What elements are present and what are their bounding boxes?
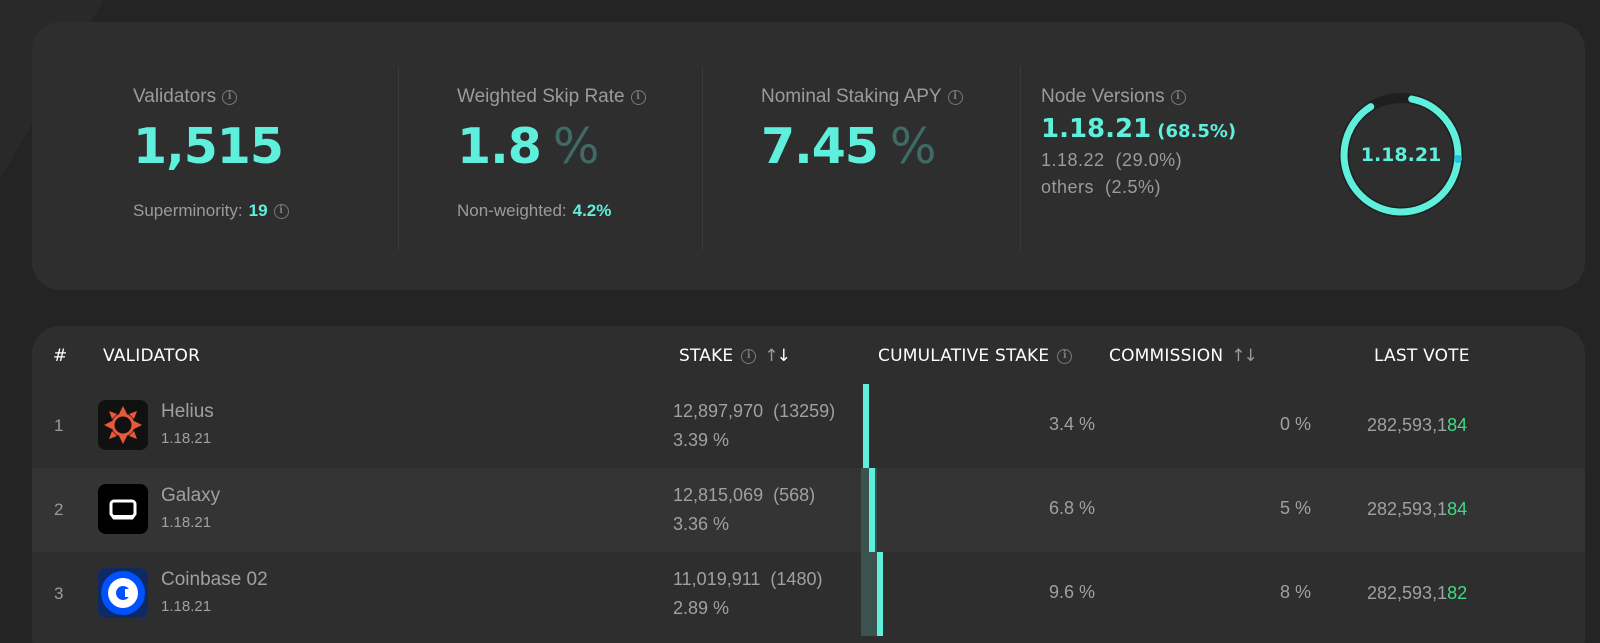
validators-count: 1,515 — [133, 118, 284, 175]
skip-rate-stat: Weighted Skip Rate i 1.8 % Non-weighted:… — [457, 86, 646, 221]
header-commission-label: COMMISSION — [1109, 346, 1224, 366]
cumulative-stake-bar — [863, 384, 869, 468]
validator-name[interactable]: Coinbase 02 — [161, 569, 268, 590]
table-row[interactable]: 2 Galaxy 1.18.21 12,815,069 (568) 3.36 % … — [32, 468, 1585, 552]
skip-rate-label: Weighted Skip Rate — [457, 86, 625, 107]
last-vote-prefix: 282,593,1 — [1367, 415, 1448, 435]
version-line: 1.18.22 (29.0%) — [1041, 150, 1183, 170]
validator-version: 1.18.21 — [161, 514, 212, 531]
info-icon[interactable]: i — [741, 348, 757, 364]
last-vote-tail: 84 — [1447, 499, 1468, 519]
table-row[interactable]: 3 Coinbase 02 1.18.21 11,019,911 (1480) 2… — [32, 552, 1585, 636]
sort-icon[interactable]: ↑↓ — [764, 346, 791, 366]
cumulative-stake-track — [861, 552, 877, 636]
stake-percent: 3.39 % — [673, 430, 730, 450]
node-versions-stat: Node Versions i 1.18.21 (68.5%) 1.18.22 (… — [1041, 86, 1236, 198]
delegator-count: (13259) — [773, 401, 836, 421]
cumulative-stake: 6.8 % — [1048, 498, 1095, 518]
header-validator: VALIDATOR — [103, 346, 201, 366]
stake-amount: 12,897,970 — [673, 401, 764, 421]
stake-amount: 11,019,911 — [673, 569, 761, 589]
info-icon[interactable]: i — [1170, 89, 1186, 105]
superminority-label: Superminority: — [133, 201, 243, 220]
ring-label: 1.18.21 — [1360, 144, 1442, 166]
version-ring-chart: 1.18.21 — [1336, 90, 1466, 220]
apy-label: Nominal Staking APY — [761, 86, 942, 107]
cumulative-stake: 3.4 % — [1048, 414, 1095, 434]
validator-name[interactable]: Helius — [161, 401, 214, 422]
info-icon[interactable]: i — [947, 89, 963, 105]
non-weighted-label: Non-weighted: — [457, 201, 567, 220]
commission: 8 % — [1279, 582, 1311, 602]
divider — [398, 66, 399, 250]
info-icon[interactable]: i — [222, 89, 238, 105]
main-version-pct: (68.5%) — [1157, 121, 1237, 142]
delegator-count: (568) — [773, 485, 816, 505]
info-icon[interactable]: i — [630, 89, 646, 105]
ring-svg — [1339, 93, 1463, 217]
last-vote-prefix: 282,593,1 — [1367, 499, 1448, 519]
galaxy-logo-icon — [98, 484, 148, 534]
non-weighted-value: 4.2% — [572, 201, 612, 220]
percent-unit: % — [552, 118, 600, 175]
header-stake[interactable]: STAKE i ↑↓ — [679, 346, 791, 366]
last-vote-tail: 82 — [1447, 583, 1468, 603]
header-rank: # — [53, 346, 68, 366]
sort-icon[interactable]: ↑↓ — [1231, 346, 1257, 366]
stake-percent: 3.36 % — [673, 514, 730, 534]
info-icon[interactable]: i — [273, 203, 289, 219]
header-stake-label: STAKE — [679, 346, 734, 366]
last-vote-tail: 84 — [1447, 415, 1468, 435]
version-line: others (2.5%) — [1041, 177, 1162, 197]
ring-marker — [1454, 155, 1462, 163]
header-cumulative-label: CUMULATIVE STAKE — [878, 346, 1050, 366]
divider — [702, 66, 703, 250]
superminority-value: 19 — [248, 201, 268, 220]
stake-percent: 2.89 % — [673, 598, 730, 618]
apy-stat: Nominal Staking APY i 7.45 % — [761, 86, 963, 175]
rank: 1 — [54, 416, 64, 435]
helius-logo-icon — [98, 400, 148, 450]
header-last-vote: LAST VOTE — [1374, 346, 1470, 366]
apy-value: 7.45 — [761, 118, 879, 175]
header-cumulative-stake: CUMULATIVE STAKE i — [878, 346, 1073, 366]
table-row[interactable]: 1 Helius 1.18.21 12,897,970 (13259) 3 — [32, 384, 1585, 468]
rank: 3 — [54, 584, 64, 603]
cumulative-stake-bar — [869, 468, 875, 552]
validator-version: 1.18.21 — [161, 598, 212, 615]
cumulative-stake: 9.6 % — [1048, 582, 1095, 602]
commission: 0 % — [1279, 414, 1311, 434]
skip-rate-value: 1.8 — [457, 118, 542, 175]
node-versions-label: Node Versions — [1041, 86, 1165, 107]
validator-version: 1.18.21 — [161, 430, 212, 447]
divider — [1020, 66, 1021, 250]
cumulative-stake-bar — [877, 552, 883, 636]
coinbase-logo-icon — [98, 568, 148, 618]
validators-label: Validators — [133, 86, 217, 107]
validators-table: # VALIDATOR STAKE i ↑↓ CUMULATIVE STAKE … — [32, 326, 1585, 643]
delegator-count: (1480) — [770, 569, 823, 589]
commission: 5 % — [1279, 498, 1311, 518]
percent-unit: % — [889, 118, 937, 175]
main-version: 1.18.21 — [1041, 114, 1152, 144]
validator-name[interactable]: Galaxy — [161, 485, 221, 506]
validators-stat: Validators i 1,515 Superminority: 19 i — [133, 86, 289, 221]
last-vote-prefix: 282,593,1 — [1367, 583, 1448, 603]
network-stats-card: Validators i 1,515 Superminority: 19 i W… — [32, 22, 1585, 290]
stake-amount: 12,815,069 — [673, 485, 764, 505]
rank: 2 — [54, 500, 64, 519]
info-icon[interactable]: i — [1057, 348, 1073, 364]
header-commission[interactable]: COMMISSION ↑↓ — [1109, 346, 1258, 366]
